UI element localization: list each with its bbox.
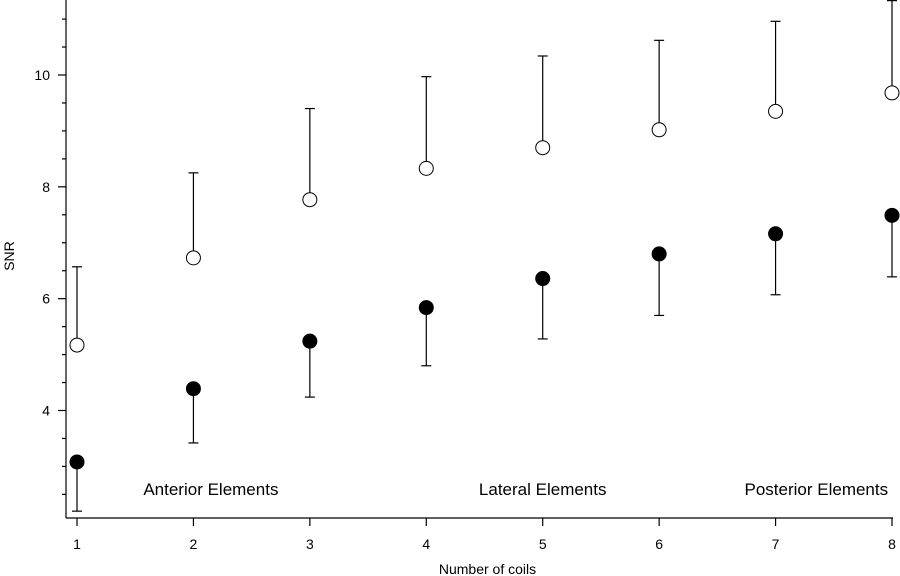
annotation-label: Lateral Elements xyxy=(479,480,607,499)
x-tick-label: 6 xyxy=(655,536,663,552)
open-point xyxy=(884,85,900,101)
filled-point xyxy=(651,246,667,262)
filled-point xyxy=(535,271,551,287)
annotations: Anterior Elements Lateral Elements Posteri… xyxy=(143,480,888,499)
x-tick-label: 4 xyxy=(422,536,430,552)
data-markers xyxy=(69,85,900,470)
y-tick-label: 6 xyxy=(42,291,50,307)
x-axis-label: Number of coils xyxy=(439,561,536,576)
x-tick-label: 1 xyxy=(73,536,81,552)
y-tick-label: 4 xyxy=(42,403,50,419)
filled-point xyxy=(884,207,900,223)
axes: 1 2 3 4 5 6 7 8 4 6 8 10 xyxy=(34,0,896,552)
open-point xyxy=(418,160,434,176)
filled-point xyxy=(302,333,318,349)
open-point xyxy=(185,250,201,266)
x-tick-label: 2 xyxy=(190,536,198,552)
x-tick-label: 8 xyxy=(888,536,896,552)
annotation-label: Anterior Elements xyxy=(143,480,278,499)
open-point xyxy=(768,103,784,119)
filled-point xyxy=(69,454,85,470)
open-point xyxy=(69,337,85,353)
x-tick-label: 5 xyxy=(539,536,547,552)
y-tick-label: 8 xyxy=(42,179,50,195)
x-tick-label: 7 xyxy=(772,536,780,552)
x-tick-label: 3 xyxy=(306,536,314,552)
open-point xyxy=(302,192,318,208)
annotation-label: Posterior Elements xyxy=(745,480,889,499)
filled-point xyxy=(418,300,434,316)
filled-point xyxy=(768,226,784,242)
y-axis-label: SNR xyxy=(1,241,17,271)
error-bars xyxy=(72,0,897,512)
y-tick-label: 10 xyxy=(34,67,50,83)
open-point xyxy=(535,140,551,156)
filled-point xyxy=(185,381,201,397)
open-point xyxy=(651,122,667,138)
